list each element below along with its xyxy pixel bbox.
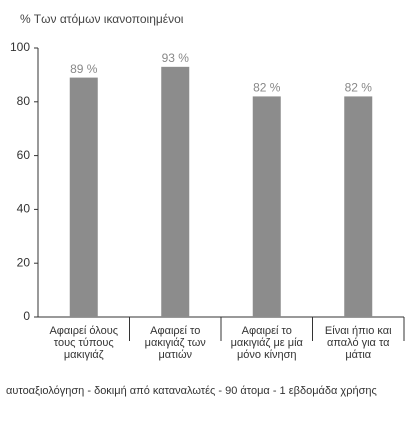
y-tick-label: 0 — [23, 309, 30, 323]
value-label: 89 % — [70, 62, 98, 76]
x-tick-label: Αφαιρεί το μακιγιάζ των ματιών — [144, 325, 206, 361]
bar — [344, 96, 373, 317]
value-label: 82 % — [253, 81, 281, 95]
value-label: 93 % — [162, 51, 190, 65]
y-tick-label: 20 — [17, 255, 31, 269]
value-label: 82 % — [345, 81, 373, 95]
bar — [252, 96, 281, 317]
bar — [69, 77, 98, 317]
y-tick-label: 60 — [17, 148, 31, 162]
x-tick-label: Είναι ήπιο και απαλό για τα μάτια — [324, 325, 392, 361]
footnote: αυτοαξιολόγηση - δοκιμή από καταναλωτές … — [6, 385, 377, 397]
bar — [161, 66, 190, 317]
x-tick-label: Αφαιρεί το μακιγιάζ με μία μόνο κίνηση — [230, 325, 303, 361]
y-tick-label: 80 — [17, 94, 31, 108]
x-tick-label: Αφαιρεί όλους τους τύπους μακιγιάζ — [49, 325, 119, 361]
y-tick-label: 40 — [17, 202, 31, 216]
y-tick-label: 100 — [10, 40, 30, 54]
chart-title: % Των ατόμων ικανοποιημένοι — [20, 12, 184, 26]
